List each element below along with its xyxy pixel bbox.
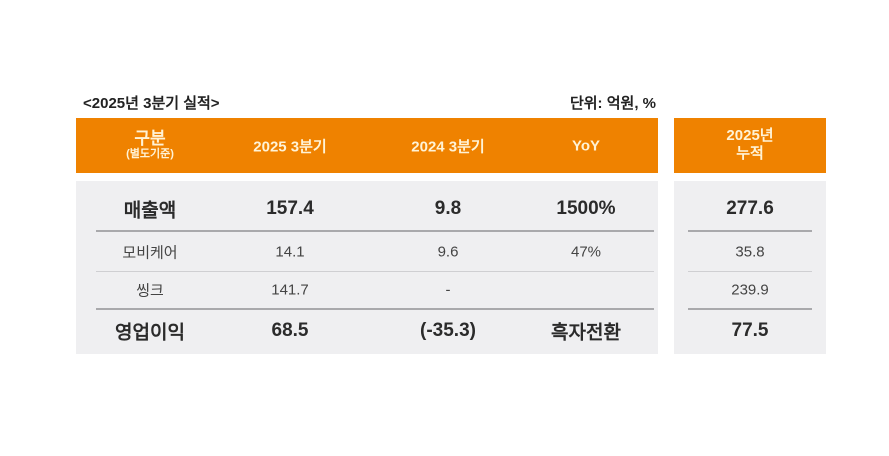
- cell-2025-q3: 141.7: [271, 281, 309, 299]
- row-divider: [688, 308, 812, 310]
- cell-2025-q3: 68.5: [271, 320, 309, 341]
- row-divider: [688, 230, 812, 232]
- header-cumulative-label: 누적: [736, 145, 764, 162]
- cumulative-body: 277.6 35.8 239.9 77.5: [674, 181, 826, 354]
- cell-cumulative: 35.8: [735, 243, 765, 261]
- row-divider: [688, 271, 812, 272]
- header-category: 구분 (별도기준): [126, 129, 174, 161]
- header-yoy: YoY: [571, 137, 601, 155]
- row-divider: [96, 271, 654, 272]
- main-table-body: 매출액 157.4 9.8 1500% 모비케어 14.1 9.6 47% 씽크…: [76, 181, 658, 354]
- unit-label: 단위: 억원, %: [569, 95, 656, 112]
- row-label: 영업이익: [115, 322, 185, 344]
- cell-2025-q3: 157.4: [266, 198, 314, 219]
- header-cumulative-year: 2025년: [726, 127, 774, 144]
- cell-2024-q3: 9.8: [434, 198, 462, 219]
- cell-yoy: 47%: [570, 243, 602, 261]
- cell-yoy: 흑자전환: [551, 322, 621, 344]
- cumulative-header: 2025년 누적: [674, 118, 826, 173]
- header-category-note: (별도기준): [126, 148, 174, 160]
- cell-2024-q3: (-35.3): [420, 320, 476, 341]
- cell-2024-q3: -: [445, 281, 451, 299]
- cell-2024-q3: 9.6: [437, 243, 459, 261]
- cell-cumulative: 77.5: [731, 320, 769, 341]
- cell-2025-q3: 14.1: [275, 243, 305, 261]
- header-2024-q3: 2024 3분기: [411, 138, 485, 156]
- row-label: 매출액: [123, 200, 177, 222]
- row-label: 모비케어: [122, 244, 178, 262]
- row-label: 씽크: [136, 282, 164, 300]
- cell-yoy: 1500%: [556, 198, 616, 219]
- header-2025-q3: 2025 3분기: [253, 138, 327, 156]
- cell-cumulative: 277.6: [726, 198, 774, 219]
- table-caption: <2025년 3분기 실적>: [83, 95, 220, 112]
- row-divider: [96, 308, 654, 310]
- header-cumulative: 2025년 누적: [726, 127, 773, 163]
- row-divider: [96, 230, 654, 232]
- cell-cumulative: 239.9: [731, 281, 769, 299]
- main-table-header: 구분 (별도기준) 2025 3분기 2024 3분기 YoY: [76, 118, 658, 173]
- header-category-label: 구분: [134, 129, 166, 148]
